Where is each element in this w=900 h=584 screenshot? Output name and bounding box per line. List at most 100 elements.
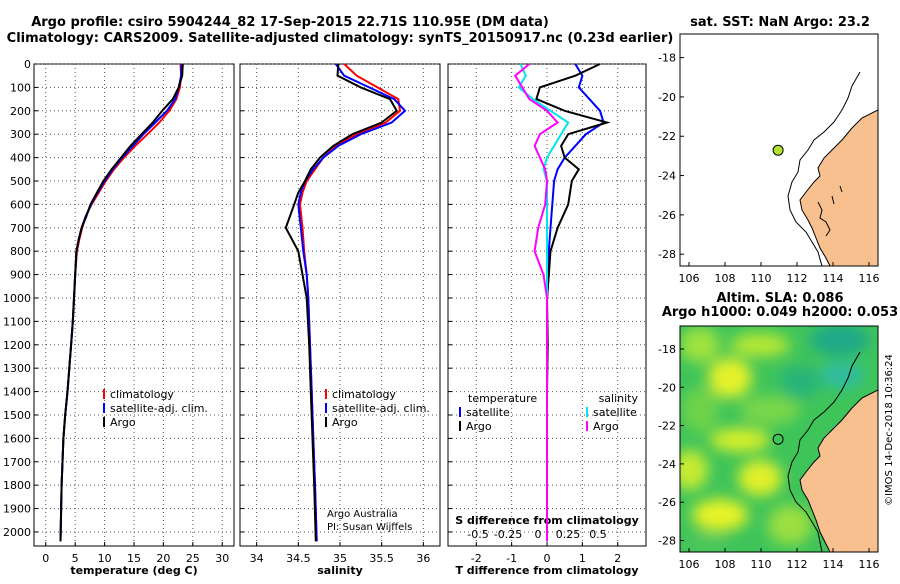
map-y-tick-label: -26	[658, 209, 676, 222]
legend-label: climatology	[332, 388, 396, 401]
x-axis-label: temperature (deg C)	[70, 564, 197, 577]
sst-map-land	[799, 109, 878, 266]
sst-map-panel: sat. SST: NaN Argo: 23.2 106 108 110 112 114…	[658, 15, 879, 285]
legend-label: Argo	[466, 420, 492, 433]
y-tick-label: 800	[10, 245, 31, 258]
x-tick-label-secondary: -0.25	[494, 528, 522, 541]
credit-argo-australia: Argo Australia	[327, 509, 398, 520]
map-x-tick-label: 114	[823, 558, 844, 571]
x-tick-label: 20	[156, 552, 170, 565]
sla-map-argo-marker	[772, 433, 784, 445]
y-tick-label: 1100	[3, 315, 31, 328]
x-tick-label: 2	[614, 552, 621, 565]
map-x-tick-label: 108	[715, 272, 736, 285]
x-tick-label: 5	[72, 552, 79, 565]
map-x-tick-label: 114	[823, 272, 844, 285]
map-y-tick-label: -24	[658, 170, 676, 183]
profile-plots: 0100200300400500600700800900100011001200…	[3, 58, 647, 577]
y-tick-label: 200	[10, 105, 31, 118]
map-y-tick-label: -26	[658, 496, 676, 509]
map-y-tick-label: -18	[658, 52, 676, 65]
map-x-tick-label: 116	[859, 558, 880, 571]
x-tick-label: 0	[544, 552, 551, 565]
y-tick-label: 600	[10, 198, 31, 211]
y-tick-label: 300	[10, 128, 31, 141]
x-tick-label: 34	[250, 552, 264, 565]
legend-label: satellite-adj. clim.	[110, 402, 208, 415]
x-tick-label-secondary: -0.5	[467, 528, 488, 541]
legend-label: satellite	[466, 406, 510, 419]
series-line-s-argo	[513, 63, 560, 542]
y-tick-label: 700	[10, 222, 31, 235]
legend-label: Argo	[593, 420, 619, 433]
map-y-tick-label: -24	[658, 458, 676, 471]
figure-title-line1: Argo profile: csiro 5904244_82 17-Sep-20…	[31, 15, 549, 30]
x-axis-label: T difference from climatology	[455, 564, 638, 577]
x-tick-label: 35.5	[369, 552, 394, 565]
sla-map-title1: Altim. SLA: 0.086	[717, 291, 844, 306]
salinity-profile: 34 34.5 35 35.5 36 salinity climatologysatelli…	[239, 63, 441, 577]
x-tick-label: 34.5	[286, 552, 311, 565]
y-tick-label: 1500	[3, 409, 31, 422]
series-line-argo	[59, 63, 184, 542]
x-tick-label: -1	[506, 552, 517, 565]
sst-map-islands	[817, 185, 843, 237]
y-tick-label: 1900	[3, 503, 31, 516]
legend-title-temperature: temperature	[468, 392, 537, 405]
y-tick-label: 400	[10, 152, 31, 165]
map-x-tick-label: 106	[679, 272, 700, 285]
map-x-tick-label: 106	[679, 558, 700, 571]
temperature-profile: 0100200300400500600700800900100011001200…	[3, 58, 235, 577]
map-x-tick-label: 112	[787, 558, 808, 571]
map-x-tick-label: 110	[751, 558, 772, 571]
y-tick-label: 500	[10, 175, 31, 188]
y-tick-label: 1600	[3, 432, 31, 445]
map-x-tick-label: 110	[751, 272, 772, 285]
sla-map-frame	[679, 325, 879, 553]
imos-timestamp: ©IMOS 14-Dec-2018 10:36:24	[884, 354, 895, 506]
x-tick-label: 25	[186, 552, 200, 565]
sla-map-land	[799, 389, 878, 552]
x-tick-label-secondary: 0.5	[589, 528, 607, 541]
map-y-tick-label: -28	[658, 535, 676, 548]
figure-title-line2: Climatology: CARS2009. Satellite-adjuste…	[7, 31, 674, 46]
x-tick-label: 10	[98, 552, 112, 565]
x-axis-label: salinity	[317, 564, 363, 577]
map-y-tick-label: -22	[658, 420, 676, 433]
y-tick-label: 1200	[3, 339, 31, 352]
y-tick-label: 0	[24, 58, 31, 71]
x-tick-label: 0	[42, 552, 49, 565]
x-tick-label: 36	[416, 552, 430, 565]
map-y-tick-label: -22	[658, 130, 676, 143]
y-tick-label: 1800	[3, 479, 31, 492]
legend-label: Argo	[332, 416, 358, 429]
x-tick-label: -2	[471, 552, 482, 565]
map-y-tick-label: -20	[658, 381, 676, 394]
y-tick-label: 1700	[3, 456, 31, 469]
map-y-tick-label: -18	[658, 343, 676, 356]
y-tick-label: 100	[10, 81, 31, 94]
x-tick-label: 1	[579, 552, 586, 565]
map-x-tick-label: 116	[859, 272, 880, 285]
y-tick-label: 1400	[3, 386, 31, 399]
sst-map-argo-marker	[772, 144, 784, 156]
x-tick-label-secondary: 0.25	[556, 528, 581, 541]
y-tick-label: 900	[10, 269, 31, 282]
sla-map-title2: Argo h1000: 0.049 h2000: 0.053	[662, 305, 898, 320]
sst-map-title: sat. SST: NaN Argo: 23.2	[690, 15, 870, 30]
legend-label: satellite	[593, 406, 637, 419]
x-tick-label-secondary: 0	[535, 528, 542, 541]
y-tick-label: 2000	[3, 526, 31, 539]
x-tick-label: 30	[215, 552, 229, 565]
sst-map-coast-outer	[787, 71, 861, 266]
x-tick-label: 35	[333, 552, 347, 565]
map-y-tick-label: -20	[658, 91, 676, 104]
map-y-tick-label: -28	[658, 248, 676, 261]
sla-heatmap-field	[680, 326, 870, 552]
legend-label: satellite-adj. clim.	[332, 402, 430, 415]
y-tick-label: 1300	[3, 362, 31, 375]
map-x-tick-label: 112	[787, 272, 808, 285]
series-line-argo	[284, 63, 398, 542]
